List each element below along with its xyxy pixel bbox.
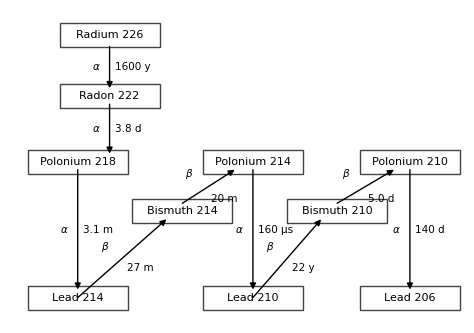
FancyBboxPatch shape [360,150,460,174]
Text: β: β [185,169,191,179]
FancyBboxPatch shape [27,286,128,310]
Text: 20 m: 20 m [211,194,237,204]
Text: Radon 222: Radon 222 [80,91,140,101]
Text: 22 y: 22 y [292,263,314,273]
Text: Lead 210: Lead 210 [227,293,279,303]
Text: β: β [100,242,107,252]
FancyBboxPatch shape [203,286,303,310]
Text: Bismuth 214: Bismuth 214 [147,206,218,216]
Text: 3.8 d: 3.8 d [115,124,142,134]
Text: 1600 y: 1600 y [115,62,151,72]
Text: 3.1 m: 3.1 m [83,225,113,235]
Text: Bismuth 210: Bismuth 210 [302,206,373,216]
Text: α: α [93,62,100,72]
Text: β: β [265,242,272,252]
Text: Lead 206: Lead 206 [384,293,436,303]
Text: 160 μs: 160 μs [258,225,293,235]
FancyBboxPatch shape [203,150,303,174]
Text: α: α [61,225,68,235]
Text: Polonium 214: Polonium 214 [215,157,291,167]
FancyBboxPatch shape [27,150,128,174]
Text: Radium 226: Radium 226 [76,30,143,40]
FancyBboxPatch shape [360,286,460,310]
FancyBboxPatch shape [132,199,232,223]
Text: Polonium 218: Polonium 218 [40,157,116,167]
Text: α: α [236,225,243,235]
FancyBboxPatch shape [60,23,160,47]
Text: Lead 214: Lead 214 [52,293,103,303]
Text: 140 d: 140 d [415,225,445,235]
FancyBboxPatch shape [287,199,387,223]
FancyBboxPatch shape [60,84,160,108]
Text: Polonium 210: Polonium 210 [372,157,448,167]
Text: 27 m: 27 m [127,263,153,273]
Text: 5.0 d: 5.0 d [368,194,394,204]
Text: α: α [393,225,400,235]
Text: α: α [93,124,100,134]
Text: β: β [342,169,348,179]
